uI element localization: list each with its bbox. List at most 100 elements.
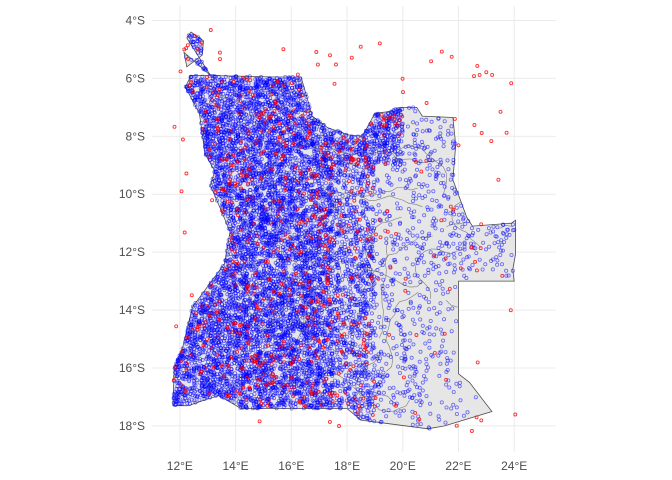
blue-point (454, 381, 459, 386)
blue-point (372, 363, 377, 368)
blue-point (426, 189, 431, 194)
blue-point (261, 240, 266, 245)
blue-point (452, 263, 457, 268)
blue-point (499, 262, 504, 267)
blue-point (267, 135, 272, 140)
blue-point (373, 238, 378, 243)
admin-boundary-line (323, 187, 418, 200)
blue-point (405, 228, 410, 233)
blue-point (459, 261, 464, 266)
blue-point (413, 382, 418, 387)
blue-point (473, 246, 478, 251)
admin-boundary-line (499, 224, 513, 229)
blue-point (422, 273, 427, 278)
blue-point (316, 362, 321, 367)
blue-point (483, 247, 488, 252)
blue-point (200, 350, 205, 355)
blue-point (390, 297, 395, 302)
blue-point (284, 314, 289, 319)
blue-point (351, 381, 356, 386)
blue-point (230, 381, 235, 386)
blue-point (224, 248, 229, 253)
blue-point (502, 239, 507, 244)
blue-point (313, 299, 318, 304)
blue-point (348, 318, 353, 323)
blue-point (499, 238, 504, 243)
blue-point (487, 244, 492, 249)
blue-point (249, 268, 254, 273)
blue-point (361, 305, 366, 310)
blue-point (484, 232, 489, 237)
blue-point (425, 183, 430, 188)
blue-point (449, 124, 454, 129)
blue-point (336, 175, 341, 180)
blue-point (444, 405, 449, 410)
blue-point (492, 241, 497, 246)
blue-point (314, 147, 319, 152)
blue-point (334, 350, 339, 355)
blue-point (327, 255, 332, 260)
blue-point (439, 228, 444, 233)
blue-point (386, 175, 391, 180)
blue-point (368, 372, 373, 377)
blue-point (449, 131, 454, 136)
blue-point (360, 301, 365, 306)
blue-point (427, 401, 432, 406)
blue-point (330, 212, 335, 217)
blue-point (276, 113, 281, 118)
blue-point (312, 264, 317, 269)
blue-point (393, 271, 398, 276)
blue-point (172, 374, 177, 379)
blue-point (219, 268, 224, 273)
blue-point (199, 59, 204, 64)
blue-point (460, 224, 465, 229)
blue-point (417, 359, 422, 364)
blue-point (357, 314, 362, 319)
blue-point (208, 280, 213, 285)
blue-point (273, 211, 278, 216)
blue-point (378, 397, 383, 402)
blue-point (477, 257, 482, 262)
blue-point (440, 331, 445, 336)
blue-point (208, 82, 213, 87)
admin-boundary-line (355, 350, 399, 406)
blue-point (476, 227, 481, 232)
blue-point (411, 132, 416, 137)
blue-point (504, 273, 509, 278)
blue-point (400, 133, 405, 138)
blue-point (337, 191, 342, 196)
blue-point (219, 96, 224, 101)
blue-point (198, 298, 203, 303)
blue-point (420, 388, 425, 393)
blue-point (408, 299, 413, 304)
blue-point (471, 242, 476, 247)
blue-point (333, 195, 338, 200)
blue-point (453, 284, 458, 289)
blue-point (221, 263, 226, 268)
blue-point (359, 333, 364, 338)
blue-point (365, 178, 370, 183)
blue-point (424, 362, 429, 367)
blue-point (251, 347, 256, 352)
blue-point (194, 58, 199, 63)
blue-point (422, 213, 427, 218)
blue-point-layer (171, 33, 517, 431)
blue-point (344, 288, 349, 293)
blue-point (428, 250, 433, 255)
blue-point (199, 121, 204, 126)
blue-point (248, 181, 253, 186)
blue-point (454, 319, 459, 324)
blue-point (460, 212, 465, 217)
blue-point (399, 139, 404, 144)
blue-point (370, 318, 375, 323)
blue-point (382, 339, 387, 344)
blue-point (420, 230, 425, 235)
blue-point (328, 342, 333, 347)
blue-point (345, 334, 350, 339)
blue-point (193, 300, 198, 305)
blue-point (398, 328, 403, 333)
blue-point (204, 83, 209, 88)
blue-point (437, 373, 442, 378)
blue-point (371, 370, 376, 375)
blue-point (363, 231, 368, 236)
